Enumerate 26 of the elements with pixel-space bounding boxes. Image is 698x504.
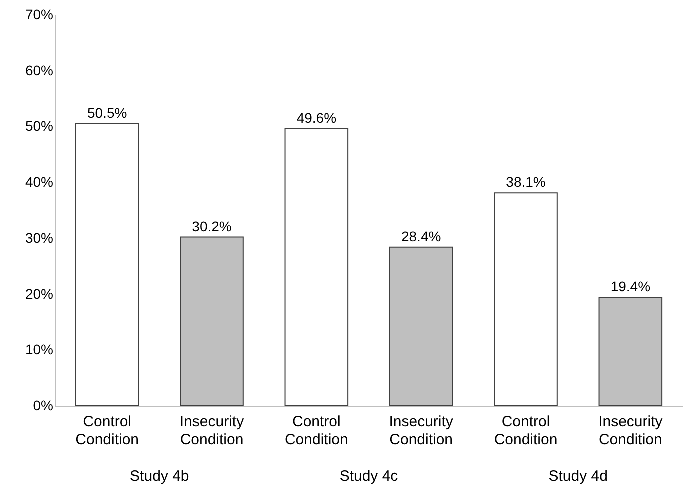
y-tick-label: 10%	[25, 342, 54, 358]
y-tick-label: 60%	[25, 62, 54, 78]
text: Control Condition	[76, 414, 140, 448]
y-tick-label: 0%	[33, 398, 54, 414]
bar	[75, 123, 140, 406]
y-tick-label: 20%	[25, 286, 54, 302]
x-tick-label: Study 4b	[130, 468, 190, 485]
bar	[284, 128, 349, 406]
series-label: Control Condition	[284, 414, 348, 448]
data-label: 49.6%	[296, 110, 337, 126]
x-tick-label: Study 4c	[340, 468, 399, 485]
data-label: 50.5%	[87, 104, 128, 121]
data-label: 38.1%	[506, 174, 546, 190]
x-tick-label: Study 4d	[548, 468, 608, 485]
y-tick-label: 30%	[25, 230, 54, 246]
text: Control Condition	[494, 414, 558, 448]
y-tick-label: 50%	[25, 118, 54, 134]
data-label: 19.4%	[610, 278, 651, 295]
y-tick-label: 70%	[25, 6, 54, 22]
text: Insecurity Condition	[180, 414, 244, 448]
data-label: 28.4%	[401, 228, 442, 244]
series-label: Insecurity Condition	[598, 414, 664, 448]
data-label: 30.2%	[192, 218, 232, 234]
y-tick-label: 40%	[25, 174, 54, 190]
bar	[494, 192, 558, 406]
text: Insecurity Condition	[389, 414, 454, 448]
